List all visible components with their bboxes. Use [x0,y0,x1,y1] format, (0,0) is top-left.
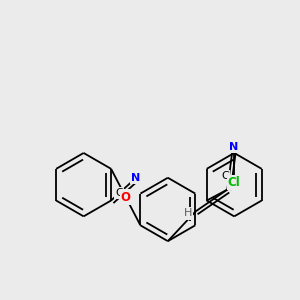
Text: N: N [131,173,140,183]
Text: H: H [184,208,192,218]
Text: C: C [116,188,123,198]
Text: C: C [221,172,229,182]
Text: Cl: Cl [228,176,241,189]
Text: O: O [121,190,131,204]
Text: N: N [229,142,238,152]
